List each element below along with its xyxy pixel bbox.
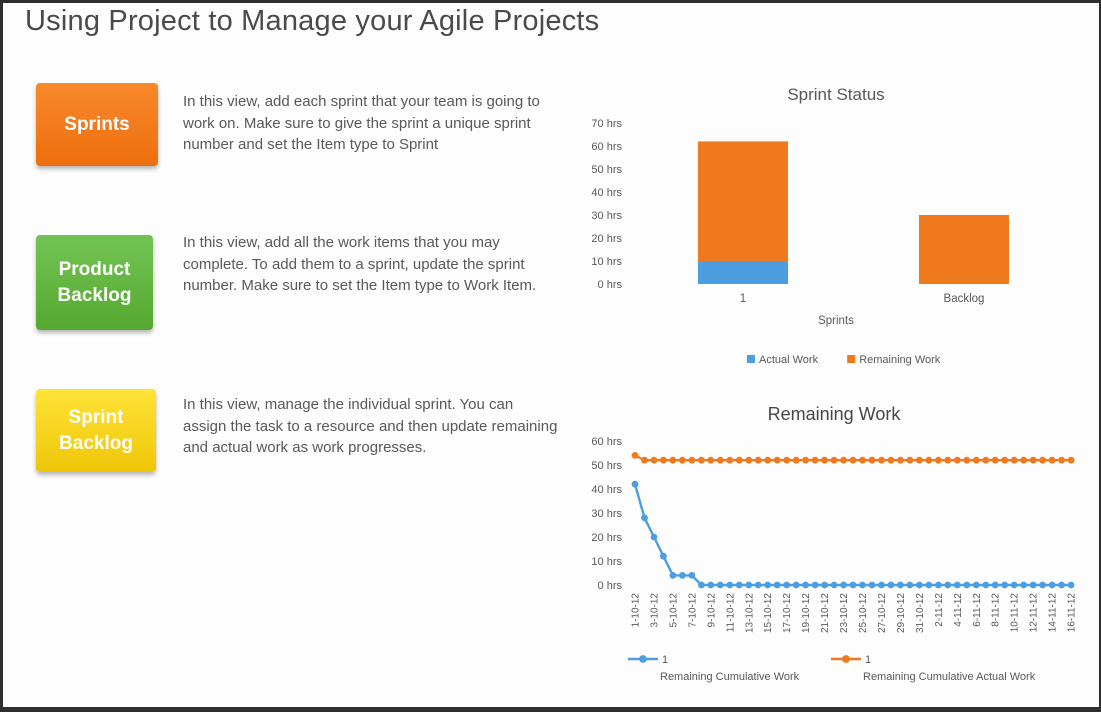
- svg-text:0 hrs: 0 hrs: [598, 580, 623, 592]
- svg-text:5-10-12: 5-10-12: [668, 593, 679, 628]
- svg-text:17-10-12: 17-10-12: [782, 593, 793, 633]
- svg-text:Remaining Cumulative Work: Remaining Cumulative Work: [660, 671, 800, 683]
- sprint-status-chart: Sprint Status 0 hrs 10 hrs 20 hrs 30 hrs 40 h…: [591, 85, 1009, 366]
- svg-text:10 hrs: 10 hrs: [591, 256, 622, 268]
- sprint-backlog-badge: Sprint Backlog: [36, 389, 156, 472]
- svg-text:10 hrs: 10 hrs: [591, 556, 622, 568]
- svg-text:30 hrs: 30 hrs: [591, 210, 622, 222]
- svg-text:60 hrs: 60 hrs: [591, 436, 622, 448]
- svg-text:30 hrs: 30 hrs: [591, 508, 622, 520]
- svg-text:13-10-12: 13-10-12: [744, 593, 755, 633]
- svg-text:23-10-12: 23-10-12: [839, 593, 850, 633]
- svg-text:60 hrs: 60 hrs: [591, 141, 622, 153]
- svg-text:4-11-12: 4-11-12: [953, 593, 964, 627]
- sprints-badge-label: Sprints: [64, 113, 130, 135]
- svg-text:9-10-12: 9-10-12: [706, 593, 717, 628]
- svg-text:50 hrs: 50 hrs: [591, 460, 622, 472]
- remaining-work-chart: Remaining Work 0 hrs 10 hrs 20 hrs 30 hrs 40 …: [591, 404, 1078, 683]
- svg-text:Actual Work: Actual Work: [759, 354, 819, 366]
- svg-text:Remaining Cumulative Actual Wo: Remaining Cumulative Actual Work: [863, 671, 1036, 683]
- svg-text:0 hrs: 0 hrs: [598, 279, 623, 291]
- svg-text:40 hrs: 40 hrs: [591, 484, 622, 496]
- svg-text:40 hrs: 40 hrs: [591, 187, 622, 199]
- svg-text:20 hrs: 20 hrs: [591, 532, 622, 544]
- svg-text:29-10-12: 29-10-12: [896, 593, 907, 633]
- svg-text:7-10-12: 7-10-12: [687, 593, 698, 628]
- svg-text:Sprint Status: Sprint Status: [787, 85, 884, 104]
- svg-text:25-10-12: 25-10-12: [858, 593, 869, 633]
- svg-text:1: 1: [662, 654, 668, 666]
- svg-text:20 hrs: 20 hrs: [591, 233, 622, 245]
- svg-text:1-10-12: 1-10-12: [631, 593, 642, 628]
- svg-text:15-10-12: 15-10-12: [763, 593, 774, 633]
- svg-text:1: 1: [740, 293, 746, 305]
- svg-text:Backlog: Backlog: [944, 293, 985, 305]
- svg-text:70 hrs: 70 hrs: [591, 118, 622, 130]
- svg-text:6-11-12: 6-11-12: [972, 593, 983, 627]
- sprint-backlog-description: In this view, manage the individual spri…: [183, 396, 558, 456]
- product-backlog-badge-label: Product Backlog: [57, 258, 132, 306]
- svg-text:27-10-12: 27-10-12: [877, 593, 888, 633]
- page-title: Using Project to Manage your Agile Proje…: [25, 5, 600, 37]
- product-backlog-description: In this view, add all the work items tha…: [183, 234, 537, 294]
- svg-text:3-10-12: 3-10-12: [650, 593, 661, 628]
- svg-text:31-10-12: 31-10-12: [915, 593, 926, 633]
- svg-text:Remaining Work: Remaining Work: [768, 404, 902, 424]
- svg-text:14-11-12: 14-11-12: [1048, 593, 1059, 633]
- svg-text:12-11-12: 12-11-12: [1029, 593, 1040, 633]
- svg-text:Sprints: Sprints: [818, 315, 854, 327]
- svg-text:16-11-12: 16-11-12: [1067, 593, 1078, 633]
- svg-text:50 hrs: 50 hrs: [591, 164, 622, 176]
- sprint-backlog-badge-label: Sprint Backlog: [59, 406, 133, 454]
- sprints-description: In this view, add each sprint that your …: [183, 93, 540, 153]
- svg-text:8-11-12: 8-11-12: [991, 593, 1002, 627]
- svg-text:11-10-12: 11-10-12: [725, 593, 736, 633]
- svg-text:19-10-12: 19-10-12: [801, 593, 812, 633]
- svg-text:21-10-12: 21-10-12: [820, 593, 831, 633]
- sprints-badge: Sprints: [36, 83, 158, 166]
- svg-text:1: 1: [865, 654, 871, 666]
- svg-text:2-11-12: 2-11-12: [934, 593, 945, 627]
- svg-text:Remaining Work: Remaining Work: [859, 354, 941, 366]
- product-backlog-badge: Product Backlog: [36, 235, 153, 330]
- svg-text:10-11-12: 10-11-12: [1010, 593, 1021, 633]
